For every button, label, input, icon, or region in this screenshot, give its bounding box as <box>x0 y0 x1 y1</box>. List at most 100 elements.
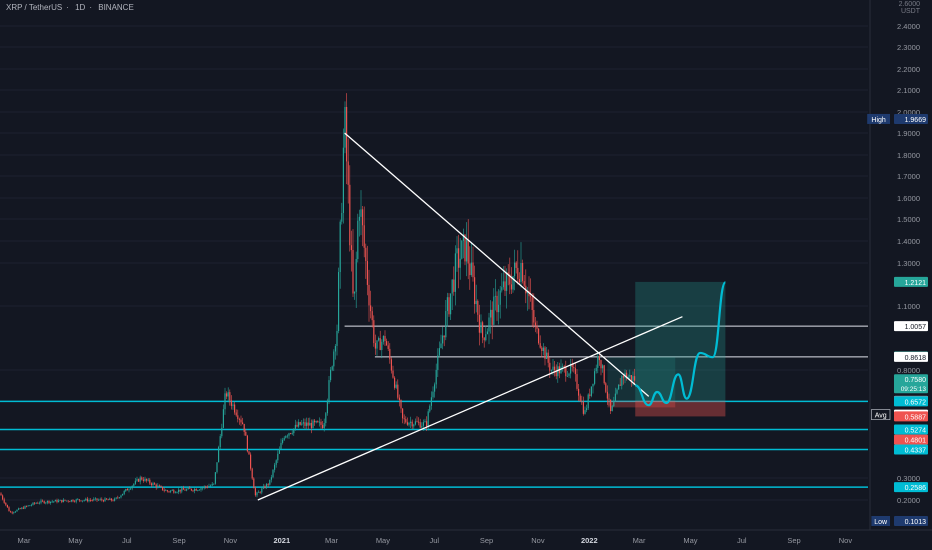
candle-body <box>309 422 311 426</box>
candle-body <box>630 375 632 381</box>
candle-body <box>306 422 308 426</box>
time-axis[interactable]: Mar May Jul Sep Nov 2021 Mar May Jul Sep Nov 2022 Ma… <box>0 529 932 550</box>
candle-body <box>14 511 16 513</box>
x-tick: 2022 <box>581 536 598 545</box>
candle-body <box>334 345 336 352</box>
candle-body <box>619 384 621 386</box>
candle-body <box>437 355 439 370</box>
x-tick: May <box>683 536 697 545</box>
candle-body <box>218 447 220 463</box>
candle-body <box>395 384 397 388</box>
candle-body <box>160 485 162 487</box>
candle-body <box>227 392 229 397</box>
candle-body <box>90 500 92 501</box>
candle-body <box>181 488 183 492</box>
candle-body <box>317 421 319 423</box>
candle-body <box>154 483 156 485</box>
candle-body <box>272 469 274 478</box>
candle-body <box>565 366 567 377</box>
candle-body <box>418 421 420 423</box>
price-labels: 1.9669High1.21211.00570.86330.86180.7580… <box>867 113 928 526</box>
price-label-value: 0.7580 <box>905 377 927 384</box>
candle-body <box>192 490 194 492</box>
horizontal-levels <box>0 325 868 488</box>
candle-body <box>333 351 335 367</box>
trendlines[interactable] <box>257 132 683 501</box>
candle-body <box>398 397 400 400</box>
price-label-value: 0.4337 <box>905 447 927 454</box>
x-tick: Jul <box>122 536 132 545</box>
candle-body <box>474 277 476 305</box>
candle-body <box>347 161 349 185</box>
candle-body <box>424 421 426 423</box>
candle-body <box>578 388 580 396</box>
candle-body <box>163 490 165 491</box>
candle-body <box>589 394 591 396</box>
y-tick: 2.2000 <box>897 65 920 74</box>
candle-body <box>453 279 455 292</box>
stop-zone-small[interactable] <box>607 400 676 408</box>
candle-body <box>101 499 103 501</box>
candle-body <box>230 400 232 406</box>
candle-body <box>208 486 210 488</box>
price-label-value: 0.2586 <box>905 485 927 492</box>
candle-body <box>78 499 80 501</box>
candle-body <box>26 506 28 507</box>
price-label-value: 1.9669 <box>905 117 927 124</box>
candle-body <box>294 424 296 429</box>
candle-body <box>259 491 261 493</box>
candle-body <box>34 502 36 504</box>
candle-body <box>352 249 354 294</box>
candle-body <box>115 497 117 499</box>
candle-body <box>190 488 192 491</box>
candle-body <box>562 366 564 368</box>
candle-body <box>6 504 8 508</box>
projection-path[interactable] <box>634 281 727 407</box>
candle-body <box>291 433 293 434</box>
candle-body <box>59 499 61 501</box>
y-tick: 0.8000 <box>897 366 920 375</box>
candle-body <box>32 502 34 505</box>
price-label-tag: High <box>871 117 886 124</box>
candle-body <box>280 442 282 449</box>
price-label: 0.5274 <box>894 424 928 435</box>
x-tick: Sep <box>172 536 185 545</box>
candle-body <box>21 507 23 509</box>
candle-body <box>459 258 461 268</box>
candle-body <box>595 367 597 372</box>
countdown-label: 09:25:13 <box>901 386 927 393</box>
candle-body <box>42 500 44 502</box>
x-tick: Mar <box>633 536 646 545</box>
candle-body <box>70 499 72 502</box>
candle-body <box>18 508 20 510</box>
candle-body <box>67 500 69 502</box>
price-label: 1.9669 High <box>867 113 928 124</box>
candle-body <box>170 490 172 492</box>
candle-body <box>3 499 5 503</box>
candle-body <box>146 478 148 481</box>
candle-body <box>130 488 132 490</box>
candle-body <box>522 262 524 282</box>
candle-body <box>229 392 231 401</box>
candle-body <box>157 485 159 488</box>
candle-body <box>434 384 436 392</box>
candle-body <box>338 272 340 332</box>
candle-body <box>270 477 272 480</box>
candle-body <box>350 245 352 250</box>
candle-body <box>261 488 263 493</box>
candle-body <box>283 437 285 440</box>
long-position-box[interactable] <box>607 281 726 417</box>
candle-body <box>262 486 264 489</box>
candle-body <box>488 317 490 332</box>
candle-body <box>360 209 362 217</box>
stop-zone[interactable] <box>635 400 726 417</box>
price-label-bg <box>894 321 928 332</box>
candle-body <box>29 505 31 507</box>
candle-body <box>128 489 130 491</box>
projection-curve[interactable] <box>634 281 727 407</box>
y-tick: 0.3000 <box>897 474 920 483</box>
price-label: 0.6572 <box>894 396 928 407</box>
candle-body <box>94 498 96 500</box>
trendline[interactable] <box>257 316 683 501</box>
